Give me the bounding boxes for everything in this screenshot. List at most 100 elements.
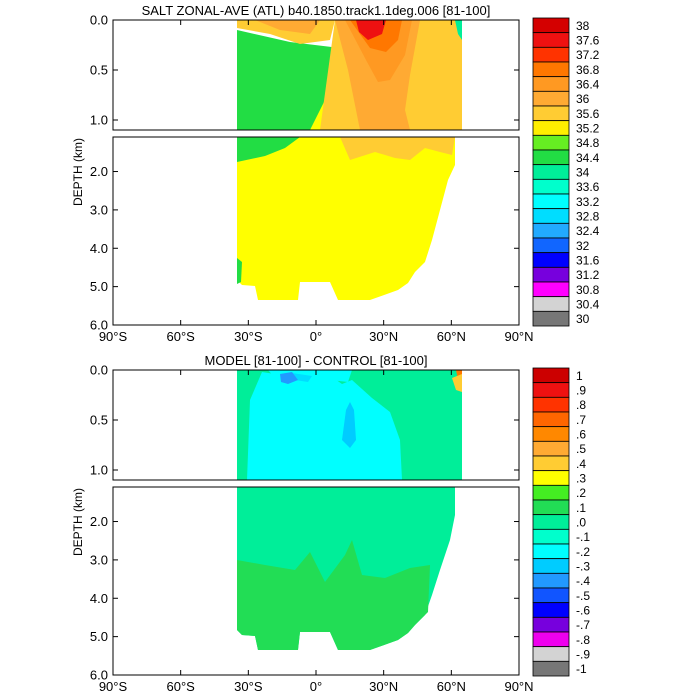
y-tick-label: 6.0 <box>90 668 108 683</box>
colorbar-swatch <box>532 440 570 457</box>
colorbar-swatch <box>532 252 570 268</box>
x-tick-label: 30°N <box>369 329 398 344</box>
salt-field-lower <box>113 137 455 325</box>
salt-no-data-west <box>113 20 237 130</box>
colorbar-swatch <box>532 602 570 618</box>
colorbar-label: 33.6 <box>576 180 600 194</box>
diff-region-arctic-warm <box>452 374 462 392</box>
colorbar-label: 1 <box>576 369 583 383</box>
x-tick-label: 0° <box>310 679 322 694</box>
x-tick-label: 60°N <box>437 329 466 344</box>
colorbar-label: 32.4 <box>576 224 600 238</box>
y-tick-label: 0.5 <box>90 413 108 428</box>
colorbar-swatch <box>532 572 570 589</box>
colorbar-swatch <box>532 470 570 486</box>
diff-region-freshening <box>247 372 402 480</box>
salt-region-fresh-abyss <box>237 258 242 284</box>
colorbar-label: -.3 <box>576 560 590 574</box>
salt-region-fresh-wedge <box>237 137 300 162</box>
colorbar-label: -.9 <box>576 648 590 662</box>
colorbar-swatch <box>532 61 570 78</box>
colorbar-label: 30.8 <box>576 283 600 297</box>
colorbar-swatch <box>532 587 570 604</box>
colorbar-swatch <box>532 558 570 574</box>
y-tick-label: 3.0 <box>90 202 108 217</box>
colorbar-swatch <box>532 646 570 662</box>
y-tick-label: 5.0 <box>90 279 108 294</box>
colorbar-swatch <box>532 105 570 122</box>
colorbar-swatch <box>532 281 570 298</box>
y-tick-label: 4.0 <box>90 241 108 256</box>
x-tick-label: 90°N <box>504 329 533 344</box>
colorbar-label: -.4 <box>576 574 590 588</box>
x-tick-label: 60°N <box>437 679 466 694</box>
colorbar-label: -1 <box>576 662 587 676</box>
colorbar-swatch <box>532 660 570 677</box>
colorbar-label: 31.2 <box>576 268 600 282</box>
diff-no-data-west <box>113 487 237 675</box>
colorbar-swatch <box>532 296 570 312</box>
y-tick-label: 2.0 <box>90 164 108 179</box>
chart-title: SALT ZONAL-AVE (ATL) b40.1850.track1.1de… <box>142 3 491 18</box>
salt-field-upper <box>113 20 519 130</box>
colorbar-label: 38 <box>576 19 590 33</box>
x-tick-label: 30°S <box>234 679 263 694</box>
colorbar-label: 31.6 <box>576 254 600 268</box>
colorbar-swatch <box>532 164 570 180</box>
colorbar-swatch <box>532 46 570 63</box>
x-tick-label: 30°N <box>369 679 398 694</box>
colorbar-label: 34.4 <box>576 151 600 165</box>
colorbar-label: 36 <box>576 92 590 106</box>
colorbar-swatch <box>532 178 570 195</box>
colorbar-swatch <box>532 149 570 166</box>
colorbar-label: 37.6 <box>576 34 600 48</box>
colorbar-swatch <box>532 396 570 413</box>
axes-ticks: 90°S 60°S 30°S 0° 30°N 60°N 90°N 0.0 0.5 1.0 2.0 3.… <box>90 363 534 695</box>
colorbar-label: -.5 <box>576 589 590 603</box>
colorbar-swatch <box>532 134 570 151</box>
diff-no-data-east <box>462 370 519 480</box>
y-tick-label: 0.0 <box>90 13 108 28</box>
salt-region-salinity-max <box>356 20 386 40</box>
x-tick-label: 30°S <box>234 329 263 344</box>
colorbar-swatch <box>532 514 570 530</box>
y-tick-label: 0.5 <box>90 63 108 78</box>
colorbar-label: .8 <box>576 398 586 412</box>
colorbar-label: 30 <box>576 312 590 326</box>
colorbar-swatch <box>532 310 570 327</box>
colorbar-swatch <box>532 90 570 107</box>
diff-region-deep-salinification <box>237 540 430 650</box>
diff-no-data-west <box>113 370 237 480</box>
colorbar-label: 36.8 <box>576 63 600 77</box>
colorbar-label: .0 <box>576 516 586 530</box>
x-tick-label: 90°N <box>504 679 533 694</box>
colorbar-label: -.8 <box>576 633 590 647</box>
colorbar-label: 30.4 <box>576 298 600 312</box>
colorbar-swatch <box>532 382 570 398</box>
y-tick-label: 1.0 <box>90 463 108 478</box>
colorbar-label: 32 <box>576 239 590 253</box>
colorbar-label: .9 <box>576 384 586 398</box>
y-axis-label: DEPTH (km) <box>71 138 85 206</box>
colorbar-label: 34.8 <box>576 136 600 150</box>
colorbar-label: 32.8 <box>576 210 600 224</box>
colorbar-swatch <box>532 411 570 428</box>
colorbar-swatch <box>532 426 570 442</box>
colorbar-label: .3 <box>576 472 586 486</box>
colorbar-swatch <box>532 367 570 384</box>
panel-salt: SALT ZONAL-AVE (ATL) b40.1850.track1.1de… <box>71 3 600 344</box>
diff-region-strong-freshening <box>280 372 298 384</box>
colorbar-swatch <box>532 455 570 472</box>
colorbar-label: .4 <box>576 457 586 471</box>
colorbar-swatch <box>532 120 570 136</box>
salt-no-data-east <box>462 20 519 130</box>
x-tick-label: 90°S <box>99 679 128 694</box>
colorbar-label: .2 <box>576 486 586 500</box>
salt-region-deep-water <box>237 137 455 300</box>
colorbar-swatch <box>532 193 570 210</box>
y-tick-label: 4.0 <box>90 591 108 606</box>
colorbar-label: 36.4 <box>576 78 600 92</box>
colorbar-label: 35.2 <box>576 122 600 136</box>
x-tick-label: 0° <box>310 329 322 344</box>
colorbar-swatch <box>532 17 570 34</box>
